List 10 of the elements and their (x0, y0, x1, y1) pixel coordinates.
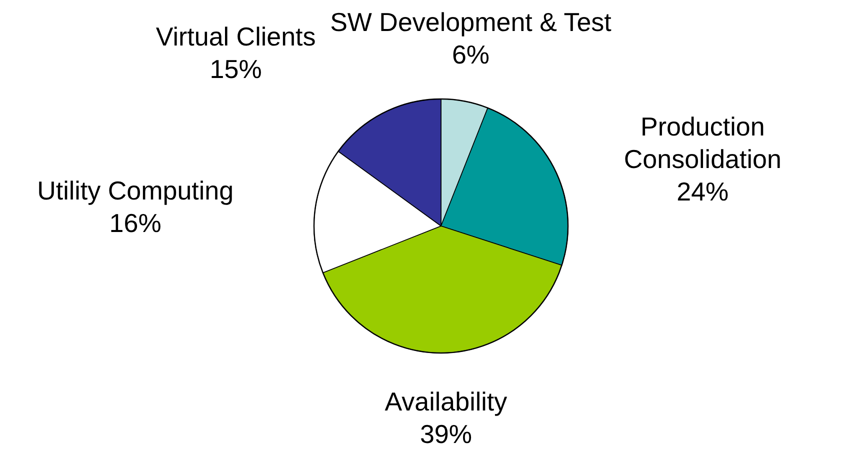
data-label: 15% (210, 54, 262, 84)
data-label: 6% (452, 40, 490, 70)
data-label: 24% (676, 176, 729, 207)
slice-label: Utility Computing (37, 176, 234, 206)
slice-label: Production Consolidation (624, 112, 782, 174)
slice-label: Availability (384, 386, 508, 417)
slice-label: Virtual Clients (156, 22, 316, 52)
data-label: 16% (109, 208, 162, 238)
slice-label: SW Development & Test (330, 7, 612, 38)
data-label: 39% (420, 419, 472, 450)
